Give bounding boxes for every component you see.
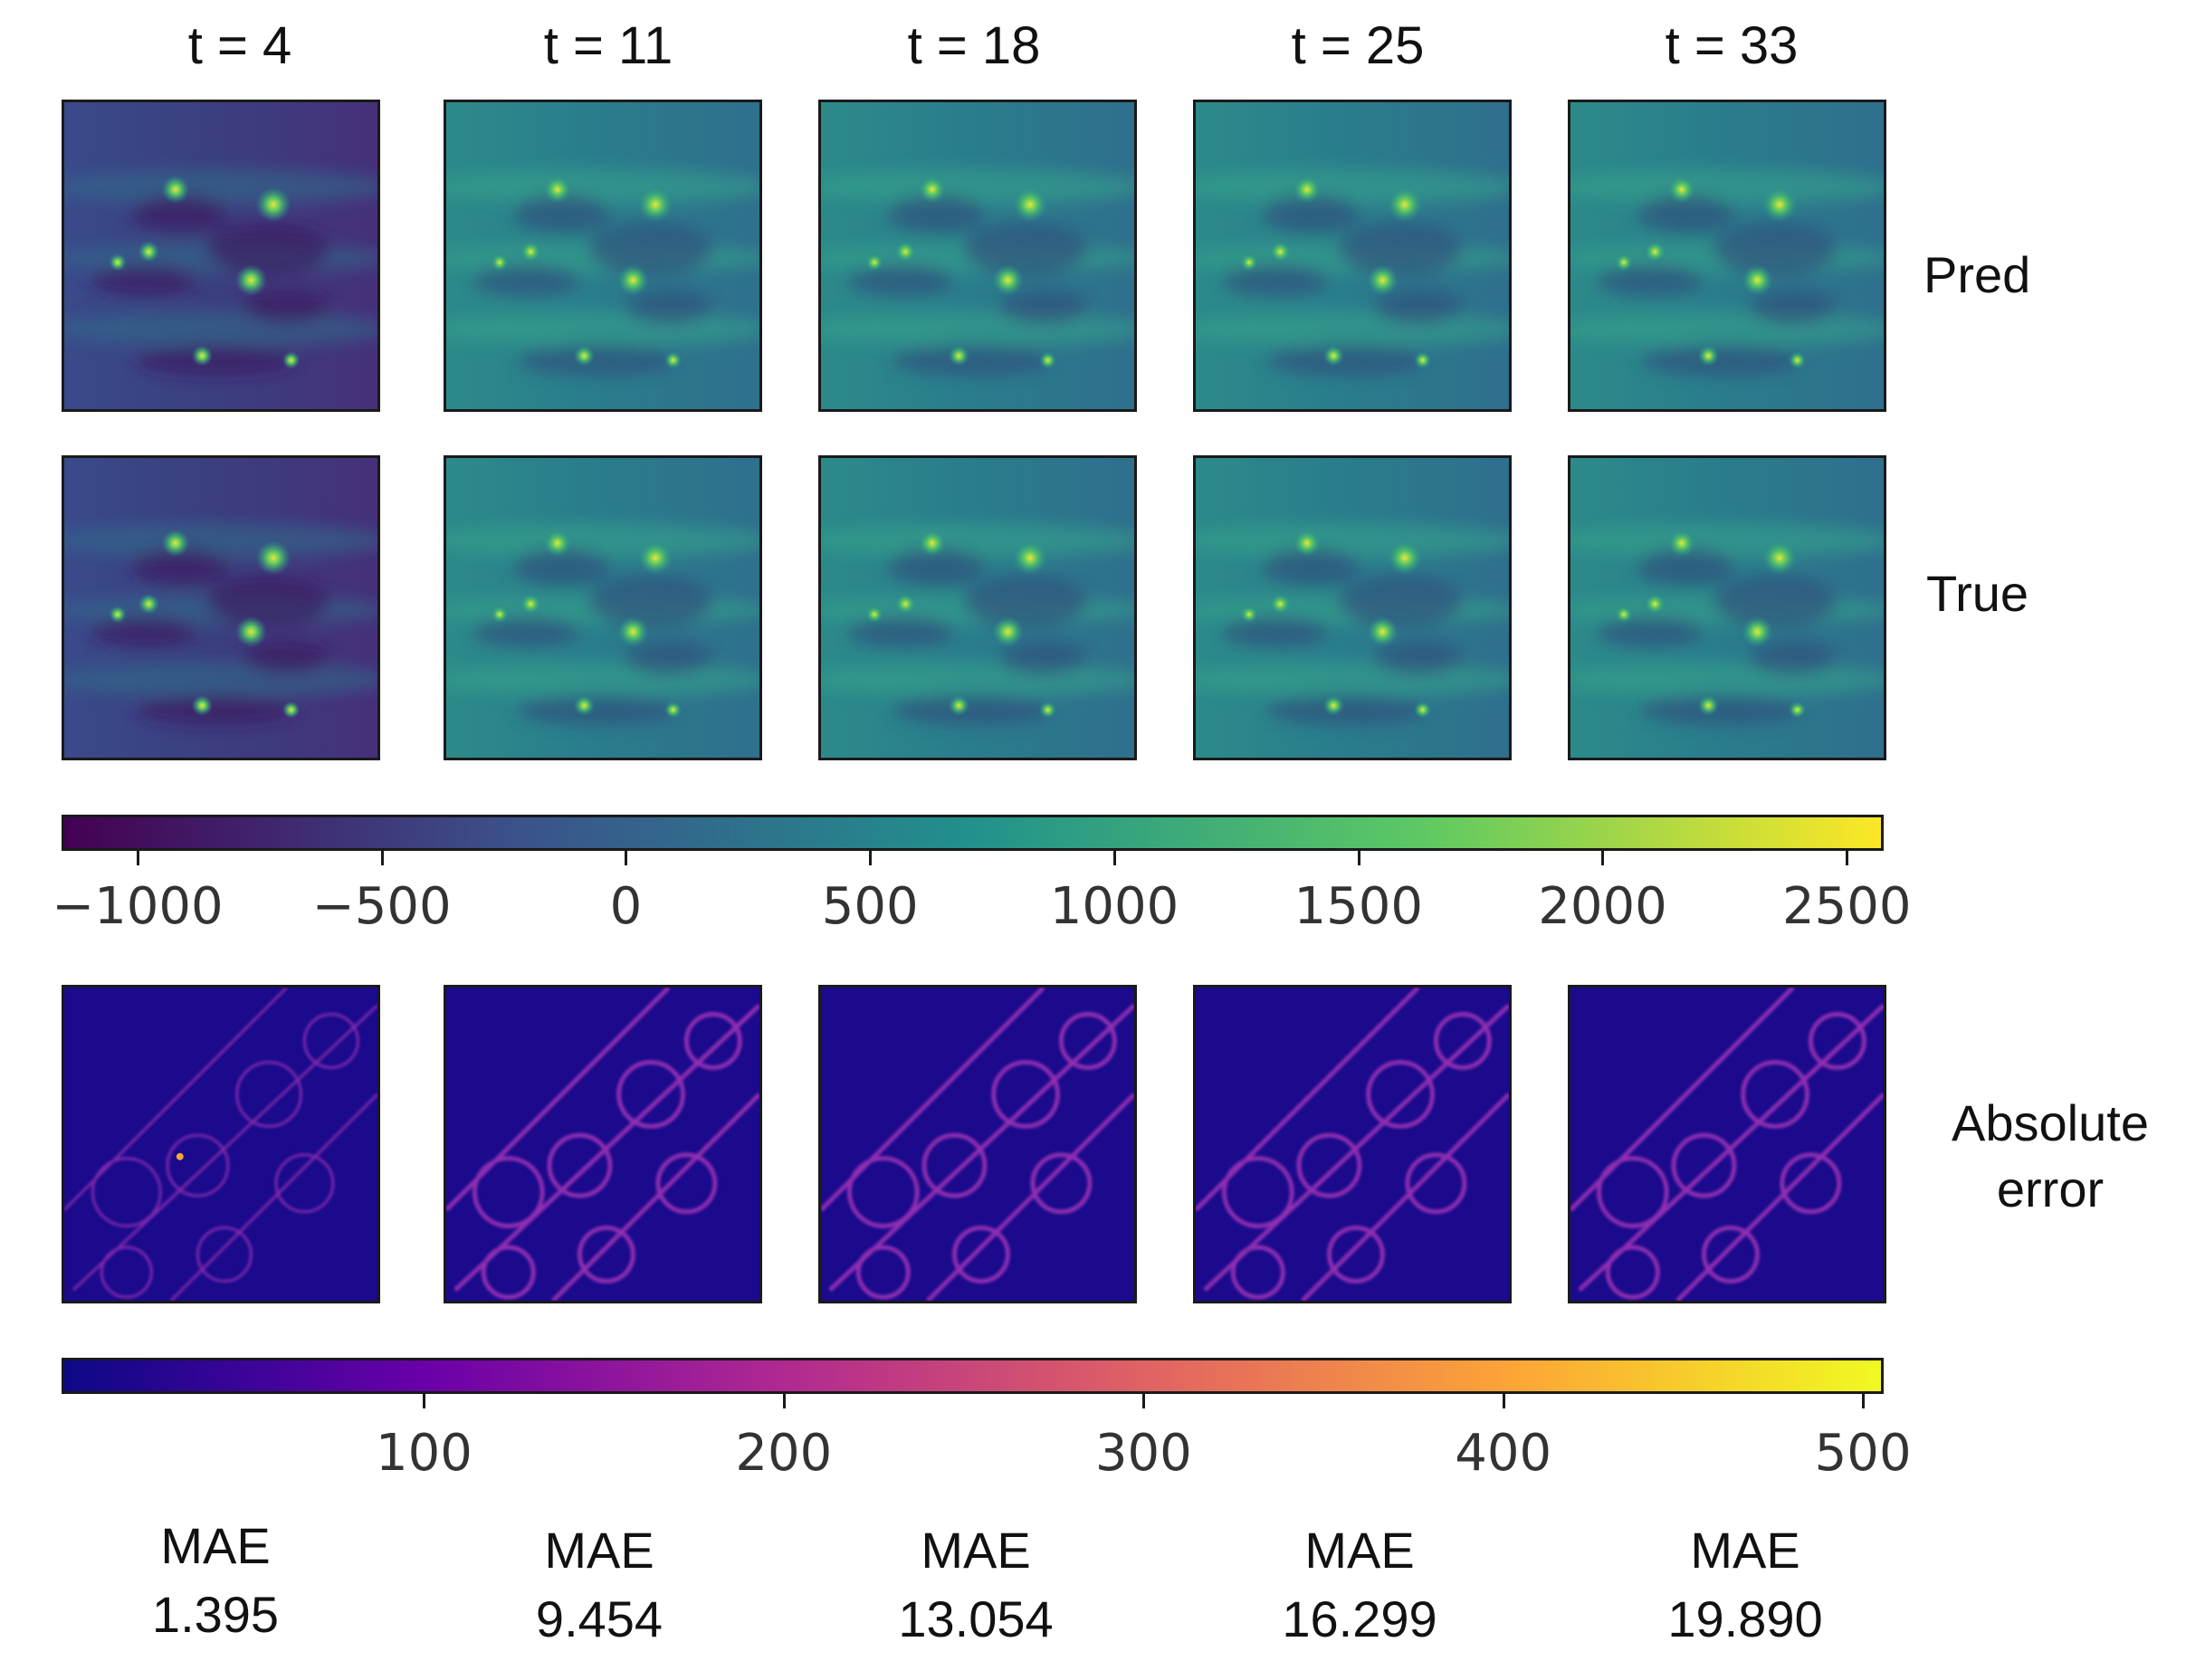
heatmap-image: [1196, 458, 1509, 758]
colorbar-tick-mark: [136, 851, 139, 865]
column-title-t25: t = 25: [1291, 16, 1425, 75]
colorbar-tick-label: 1000: [1049, 877, 1179, 936]
heatmap-image: [64, 102, 377, 409]
colorbar-tick-mark: [1357, 851, 1360, 865]
column-title-t11: t = 11: [543, 16, 673, 75]
colorbar-tick-mark: [1142, 1394, 1146, 1408]
row-label-pred: Pred: [1923, 246, 2031, 303]
colorbar-tick-mark: [1112, 851, 1116, 865]
colorbar-field: [62, 815, 1884, 851]
colorbar-tick-label: 0: [609, 877, 643, 936]
heatmap-image: [1196, 102, 1509, 409]
pred-heatmap-3: [818, 100, 1137, 412]
colorbar-tick-label: 2500: [1781, 877, 1912, 936]
column-title-t18: t = 18: [907, 16, 1041, 75]
true-heatmap-3: [818, 455, 1137, 760]
error-heatmap-2: [444, 985, 762, 1303]
error-heatmap-1: [62, 985, 380, 1303]
colorbar-tick-label: 200: [735, 1424, 833, 1483]
mae-t11: MAE 9.454: [535, 1522, 663, 1647]
heatmap-image: [446, 988, 759, 1301]
mae-t33: MAE 19.890: [1667, 1522, 1823, 1647]
heatmap-image: [821, 458, 1134, 758]
heatmap-image: [821, 102, 1134, 409]
error-heatmap-3: [818, 985, 1137, 1303]
mae-t25: MAE 16.299: [1282, 1522, 1437, 1647]
heatmap-image: [1570, 458, 1884, 758]
colorbar-tick-label: 2000: [1538, 877, 1667, 936]
heatmap-image: [446, 102, 759, 409]
colorbar-tick-mark: [1862, 1394, 1866, 1408]
row-label-absolute-error: Absolute error: [1952, 1094, 2149, 1217]
colorbar-tick-mark: [380, 851, 384, 865]
pred-heatmap-1: [62, 100, 380, 412]
heatmap-image: [64, 458, 377, 758]
colorbar-tick-label: 500: [1814, 1424, 1912, 1483]
heatmap-image: [64, 988, 377, 1301]
colorbar-tick-mark: [1846, 851, 1849, 865]
heatmap-image: [1196, 988, 1509, 1301]
colorbar-tick-label: 1500: [1293, 877, 1423, 936]
colorbar-tick-mark: [625, 851, 628, 865]
colorbar-tick-label: 400: [1455, 1424, 1552, 1483]
pred-heatmap-2: [444, 100, 762, 412]
colorbar-tick-mark: [1502, 1394, 1505, 1408]
pred-heatmap-5: [1568, 100, 1886, 412]
heatmap-image: [446, 458, 759, 758]
heatmap-image: [1570, 988, 1884, 1301]
colorbar-tick-mark: [423, 1394, 426, 1408]
colorbar-tick-label: 300: [1094, 1424, 1192, 1483]
colorbar-tick-label: 100: [375, 1424, 473, 1483]
error-heatmap-5: [1568, 985, 1886, 1303]
heatmap-image: [821, 988, 1134, 1301]
colorbar-error: [62, 1358, 1884, 1394]
colorbar-tick-mark: [1601, 851, 1605, 865]
error-heatmap-4: [1193, 985, 1512, 1303]
column-title-t33: t = 33: [1665, 16, 1799, 75]
pred-heatmap-4: [1193, 100, 1512, 412]
row-label-true: True: [1926, 565, 2029, 622]
mae-t18: MAE 13.054: [898, 1522, 1054, 1647]
true-heatmap-2: [444, 455, 762, 760]
heatmap-image: [1570, 102, 1884, 409]
colorbar-tick-label: 500: [821, 877, 919, 936]
colorbar-tick-label: −1000: [52, 877, 224, 936]
true-heatmap-4: [1193, 455, 1512, 760]
true-heatmap-5: [1568, 455, 1886, 760]
colorbar-tick-mark: [782, 1394, 786, 1408]
column-title-t4: t = 4: [187, 16, 292, 75]
true-heatmap-1: [62, 455, 380, 760]
mae-t4: MAE 1.395: [151, 1517, 280, 1643]
colorbar-tick-mark: [869, 851, 873, 865]
colorbar-tick-label: −500: [311, 877, 452, 936]
